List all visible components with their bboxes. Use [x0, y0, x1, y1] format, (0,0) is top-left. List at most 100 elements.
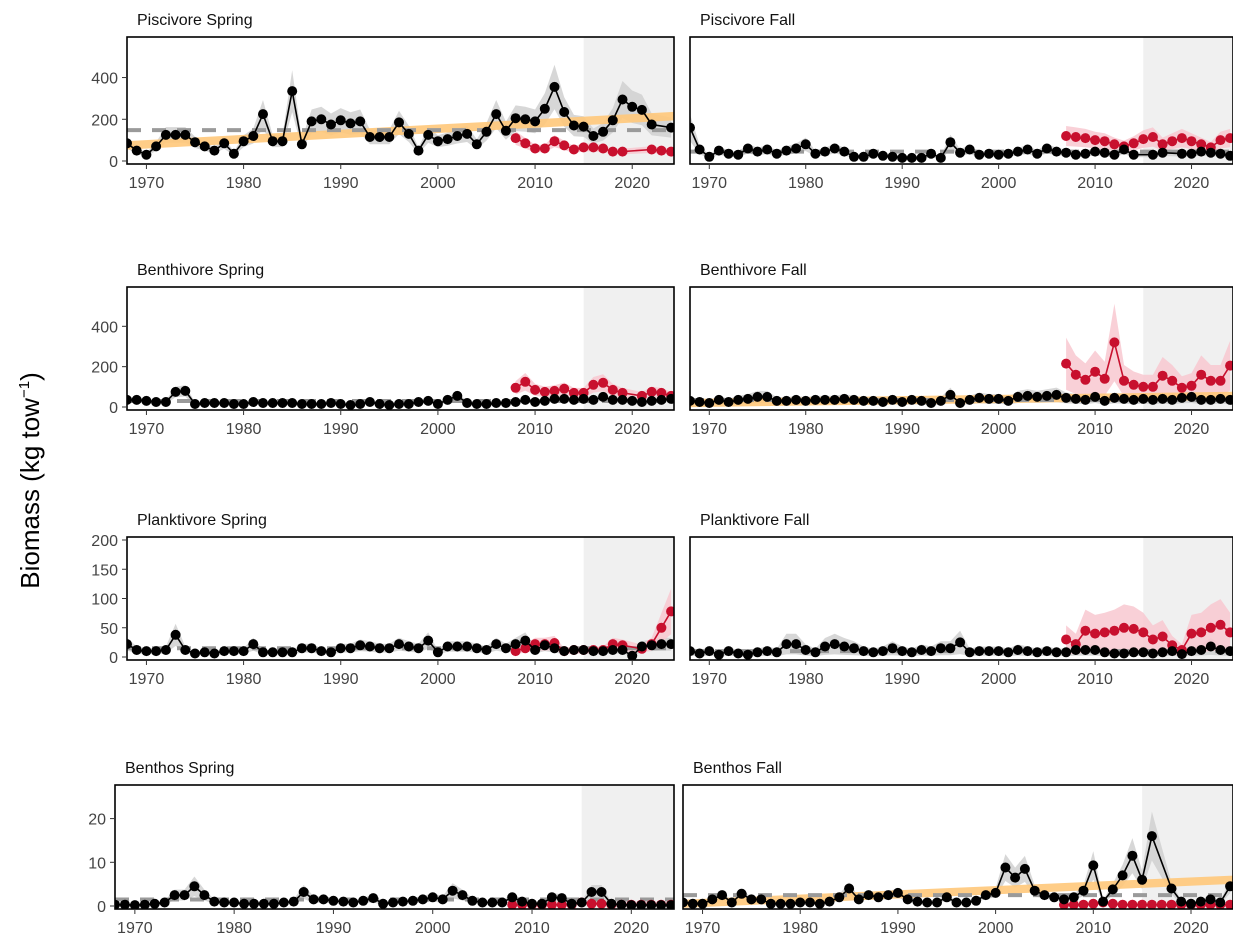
data-point-primary: [141, 395, 152, 406]
data-point-primary: [781, 395, 792, 406]
data-point-primary: [941, 892, 952, 903]
data-point-primary: [141, 149, 152, 160]
data-point-primary: [491, 639, 502, 650]
data-point-primary: [1022, 144, 1033, 155]
data-point-secondary: [1080, 133, 1091, 144]
data-point-primary: [199, 890, 210, 901]
data-point-primary: [974, 646, 985, 657]
x-tick-label: 2000: [981, 671, 1017, 688]
data-point-secondary: [568, 144, 579, 155]
data-point-primary: [666, 393, 674, 404]
x-tick-label: 1980: [216, 920, 252, 937]
data-point-primary: [442, 394, 453, 405]
data-point-primary: [883, 890, 894, 901]
data-point-primary: [820, 641, 830, 652]
data-point-secondary: [1128, 379, 1139, 390]
data-point-secondary: [1119, 622, 1129, 633]
data-point-secondary: [520, 376, 531, 387]
x-tick-label: 1990: [884, 421, 920, 438]
data-point-primary: [384, 643, 395, 654]
data-point-primary: [1167, 646, 1178, 657]
data-point-primary: [452, 641, 463, 652]
data-point-primary: [131, 645, 142, 655]
data-point-secondary: [1215, 135, 1226, 146]
data-point-secondary: [1147, 634, 1158, 645]
data-point-primary: [549, 393, 560, 404]
data-point-primary: [1196, 645, 1207, 655]
data-point-secondary: [1138, 134, 1149, 145]
x-tick-label: 2010: [1076, 920, 1112, 937]
x-tick-label: 1970: [691, 671, 727, 688]
data-point-primary: [683, 897, 688, 908]
data-point-primary: [189, 881, 200, 892]
data-point-primary: [127, 394, 132, 405]
data-point-primary: [752, 391, 763, 402]
data-point-secondary: [656, 622, 667, 633]
data-point-primary: [530, 397, 541, 407]
data-point-primary: [617, 394, 628, 405]
data-point-primary: [868, 148, 879, 159]
data-point-secondary: [559, 140, 570, 151]
data-point-primary: [487, 897, 498, 908]
data-point-primary: [452, 131, 463, 141]
data-point-primary: [345, 643, 356, 654]
data-point-primary: [897, 397, 908, 407]
data-point-secondary: [598, 377, 609, 388]
data-point-primary: [955, 637, 966, 648]
data-point-primary: [277, 647, 288, 658]
data-point-primary: [199, 398, 210, 408]
data-point-primary: [1215, 148, 1226, 159]
data-point-primary: [326, 119, 336, 130]
data-point-primary: [1205, 394, 1216, 405]
data-point-primary: [1099, 647, 1110, 658]
data-point-primary: [520, 114, 531, 125]
data-point-primary: [423, 129, 434, 140]
data-point-primary: [500, 398, 511, 408]
data-point-primary: [287, 86, 298, 97]
data-point-secondary: [1186, 628, 1197, 639]
data-point-secondary: [1138, 381, 1149, 392]
data-point-primary: [442, 641, 453, 652]
data-point-primary: [306, 643, 317, 654]
data-point-primary: [814, 898, 825, 909]
data-point-secondary: [1196, 139, 1207, 150]
data-point-primary: [616, 899, 627, 909]
data-point-primary: [413, 643, 424, 654]
data-point-secondary: [1156, 899, 1167, 909]
data-point-primary: [849, 643, 859, 654]
data-point-primary: [1138, 647, 1149, 658]
data-point-secondary: [1215, 619, 1226, 630]
data-point-primary: [775, 898, 786, 909]
data-point-primary: [364, 132, 375, 142]
data-point-secondary: [646, 144, 657, 155]
data-point-secondary: [598, 143, 609, 154]
data-point-primary: [1003, 647, 1014, 658]
data-point-primary: [403, 641, 414, 652]
data-point-primary: [239, 898, 250, 909]
data-point-primary: [627, 650, 638, 660]
data-point-primary: [471, 399, 482, 409]
data-point-secondary: [1117, 899, 1128, 909]
data-point-primary: [733, 648, 744, 659]
data-point-primary: [1078, 885, 1089, 896]
data-point-primary: [432, 399, 443, 409]
data-point-primary: [477, 897, 488, 908]
x-tick-label: 1990: [323, 421, 359, 438]
data-point-primary: [170, 386, 181, 397]
x-tick-label: 1990: [880, 920, 916, 937]
x-tick-label: 2000: [420, 671, 456, 688]
data-point-primary: [834, 892, 845, 903]
data-point-primary: [906, 647, 917, 658]
data-point-primary: [810, 647, 821, 658]
data-point-secondary: [539, 143, 550, 154]
data-point-primary: [1061, 647, 1072, 658]
data-point-primary: [131, 394, 142, 405]
data-point-primary: [993, 149, 1004, 160]
data-point-secondary: [1146, 899, 1157, 909]
data-point-primary: [820, 394, 830, 405]
data-point-primary: [887, 394, 898, 405]
data-point-primary: [596, 887, 607, 897]
data-point-primary: [1128, 149, 1139, 160]
data-point-secondary: [1186, 380, 1197, 391]
data-point-primary: [765, 898, 776, 909]
